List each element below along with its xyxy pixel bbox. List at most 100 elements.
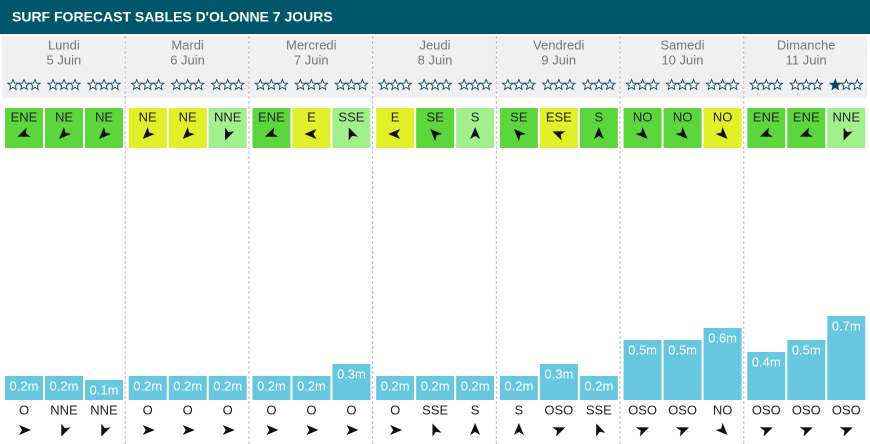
wave-bar xyxy=(623,340,662,400)
wind-arrow-shape xyxy=(843,127,853,141)
wave-label: 0.2m xyxy=(381,378,410,393)
rating-star xyxy=(57,78,71,91)
wave-bar xyxy=(416,376,455,400)
wind-arrow-shape xyxy=(99,126,112,139)
wave-label: 0.2m xyxy=(133,378,162,393)
wave-label: 0.2m xyxy=(297,378,326,393)
wave-bar xyxy=(252,376,291,400)
wave-label: 0.3m xyxy=(544,366,573,381)
wind-direction: ENE xyxy=(753,109,780,124)
swell-arrow xyxy=(470,423,481,435)
wind-arrow xyxy=(593,127,604,139)
rating-star xyxy=(552,78,566,91)
rating-star xyxy=(377,78,391,91)
rating-star xyxy=(748,78,762,91)
rating-star xyxy=(345,78,358,91)
wave-bar xyxy=(663,340,702,400)
wind-direction: ENE xyxy=(11,109,38,124)
swell-arrow xyxy=(266,425,279,435)
rating-star xyxy=(68,78,82,91)
swell-arrow xyxy=(182,425,195,435)
wave-bar xyxy=(539,364,578,400)
rating-star xyxy=(388,78,402,91)
swell-direction: OSO xyxy=(832,402,861,417)
swell-direction: S xyxy=(515,402,524,417)
rating-star xyxy=(152,78,166,91)
wind-box xyxy=(499,108,538,148)
wind-arrow-shape xyxy=(552,131,566,141)
wind-box xyxy=(376,108,415,148)
swell-arrow-shape xyxy=(19,425,31,435)
wind-direction: S xyxy=(595,109,604,124)
wind-arrow xyxy=(552,131,566,141)
wind-box xyxy=(747,108,786,148)
wind-arrow-shape xyxy=(430,129,443,142)
swell-direction: O xyxy=(183,402,193,417)
rating-star xyxy=(716,78,729,91)
rating-star xyxy=(232,78,246,91)
wind-direction: SSE xyxy=(338,109,364,124)
rating-star xyxy=(592,78,606,91)
rating-star xyxy=(276,78,289,91)
wind-box xyxy=(252,108,291,148)
wind-arrow-shape xyxy=(513,129,526,142)
rating-star xyxy=(170,78,184,91)
wind-arrow xyxy=(388,129,401,139)
swell-arrow xyxy=(142,425,155,435)
day-name: Mardi xyxy=(171,37,204,52)
rating-star xyxy=(563,78,577,91)
rating-star xyxy=(810,78,824,91)
wind-direction: SE xyxy=(426,109,444,124)
wind-direction: NE xyxy=(139,109,157,124)
wind-direction: NO xyxy=(713,109,733,124)
rating-star xyxy=(46,78,60,91)
swell-arrow-shape xyxy=(390,425,403,435)
wind-direction: E xyxy=(391,109,400,124)
swell-direction: SSE xyxy=(422,402,448,417)
wave-bar xyxy=(332,364,371,400)
wind-arrow xyxy=(348,127,358,141)
rating-star xyxy=(316,78,329,91)
swell-arrow-shape xyxy=(470,423,481,435)
wind-arrow-shape xyxy=(348,127,358,141)
rating-star xyxy=(512,78,526,91)
swell-direction: OSO xyxy=(752,402,781,417)
day-name: Mercredi xyxy=(286,37,337,52)
wind-arrow xyxy=(635,126,648,139)
swell-arrow-shape xyxy=(799,427,813,437)
swell-direction: O xyxy=(390,402,400,417)
swell-arrow-shape xyxy=(432,423,442,437)
swell-arrow-shape xyxy=(61,423,71,437)
rating-star xyxy=(457,78,471,91)
rating-star xyxy=(581,78,595,91)
rating-star xyxy=(417,78,431,91)
wind-arrow-shape xyxy=(17,127,31,137)
wind-arrow xyxy=(182,126,195,139)
swell-arrow xyxy=(839,427,853,437)
wave-label: 0.2m xyxy=(213,378,242,393)
day-date: 5 Juin xyxy=(47,52,82,67)
wind-direction: ENE xyxy=(793,109,820,124)
wind-box xyxy=(208,108,247,148)
rating-star xyxy=(603,78,617,91)
day-name: Dimanche xyxy=(777,37,836,52)
wind-direction: NE xyxy=(179,109,197,124)
rating-star xyxy=(130,78,144,91)
wind-arrow-shape xyxy=(225,127,235,141)
swell-arrow-shape xyxy=(715,422,728,435)
wind-arrow-shape xyxy=(759,127,773,137)
swell-arrow-shape xyxy=(306,425,319,435)
swell-direction: OSO xyxy=(544,402,573,417)
wind-arrow xyxy=(675,126,688,139)
swell-direction: OSO xyxy=(668,402,697,417)
swell-direction: O xyxy=(19,402,29,417)
wave-label: 0.5m xyxy=(792,342,821,357)
wave-bar xyxy=(703,328,742,400)
wind-arrow xyxy=(264,127,278,137)
wind-direction: NO xyxy=(633,109,653,124)
wind-box xyxy=(787,108,826,148)
wind-arrow xyxy=(304,129,317,139)
day-name: Samedi xyxy=(660,37,704,52)
wave-label: 0.1m xyxy=(90,382,119,397)
